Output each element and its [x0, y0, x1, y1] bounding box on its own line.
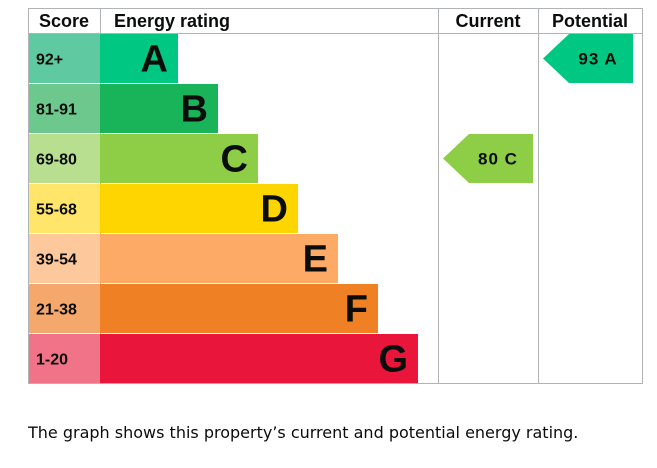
header-energy-rating: Energy rating	[114, 11, 230, 31]
score-cell-e	[29, 234, 100, 283]
band-bar-d	[100, 184, 298, 233]
header-potential: Potential	[552, 11, 628, 31]
rating-markers: 80 C 93 A	[443, 34, 633, 183]
score-range-e: 39-54	[36, 252, 77, 269]
score-cell-b	[29, 84, 100, 133]
score-range-c: 69-80	[36, 152, 77, 169]
chart-headers: Score Energy rating Current Potential	[39, 11, 628, 31]
current-rating-label: 80 C	[478, 150, 518, 169]
score-cell-d	[29, 184, 100, 233]
band-bar-b	[100, 84, 218, 133]
score-range-b: 81-91	[36, 102, 77, 119]
band-letter-d: D	[261, 189, 288, 231]
band-bar-g	[100, 334, 418, 383]
potential-rating-label: 93 A	[578, 50, 617, 69]
score-range-a: 92+	[36, 52, 63, 69]
rating-bands: 92+ A 81-91 B 69-80 C 55-68 D 39-54 E 21-38 F 1-20 G	[29, 34, 418, 383]
band-letter-g: G	[378, 339, 408, 381]
header-current: Current	[455, 11, 520, 31]
score-range-f: 21-38	[36, 302, 77, 319]
band-letter-e: E	[303, 239, 328, 281]
score-cell-a	[29, 34, 100, 83]
band-letter-c: C	[221, 139, 248, 181]
band-bar-a	[100, 34, 178, 83]
band-letter-f: F	[345, 289, 368, 331]
chart-caption: The graph shows this property’s current …	[28, 423, 579, 442]
current-rating-arrow	[443, 134, 533, 183]
band-letter-b: B	[181, 89, 208, 131]
potential-rating-arrow	[543, 34, 633, 83]
score-range-d: 55-68	[36, 202, 77, 219]
band-bar-c	[100, 134, 258, 183]
energy-rating-chart: Score Energy rating Current Potential 92…	[28, 8, 643, 384]
band-bar-e	[100, 234, 338, 283]
score-cell-g	[29, 334, 100, 383]
score-range-g: 1-20	[36, 352, 68, 369]
band-bar-f	[100, 284, 378, 333]
header-score: Score	[39, 11, 89, 31]
chart-border	[28, 8, 643, 384]
band-letter-a: A	[141, 39, 168, 81]
score-cell-c	[29, 134, 100, 183]
score-cell-f	[29, 284, 100, 333]
